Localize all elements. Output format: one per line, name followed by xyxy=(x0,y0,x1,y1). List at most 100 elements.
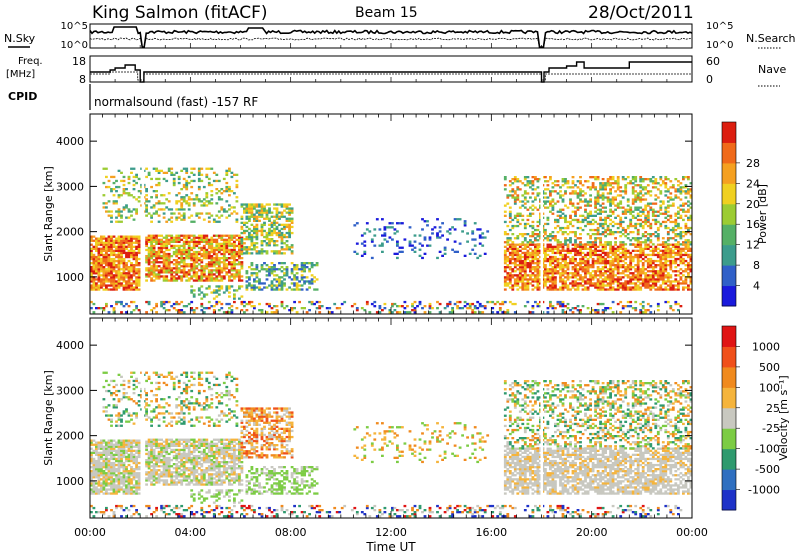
power-cell xyxy=(654,194,658,197)
power-cell xyxy=(423,305,427,308)
power-cell xyxy=(270,211,274,214)
power-cell xyxy=(549,239,552,242)
power-cell xyxy=(571,204,575,207)
power-cell xyxy=(110,259,113,263)
power-cell xyxy=(581,194,585,197)
power-cell xyxy=(523,243,527,246)
power-cell xyxy=(165,259,169,262)
power-cell xyxy=(155,252,158,256)
power-cell xyxy=(202,295,206,298)
power-cell xyxy=(596,222,600,226)
power-cell xyxy=(245,235,249,239)
power-cell xyxy=(554,264,557,267)
power-cell xyxy=(130,243,133,246)
power-cell xyxy=(202,218,206,221)
power-cell xyxy=(150,267,153,270)
power-cell xyxy=(228,263,231,266)
power-cell xyxy=(207,263,211,266)
velocity-cell xyxy=(92,474,96,477)
power-cell xyxy=(288,231,291,235)
power-cell xyxy=(212,252,216,256)
power-cell xyxy=(192,257,196,260)
power-cell xyxy=(370,256,374,260)
power-cell xyxy=(152,244,156,248)
power-cell xyxy=(551,307,555,310)
power-cell xyxy=(634,222,638,226)
power-cell xyxy=(621,243,625,246)
power-cell xyxy=(569,214,572,217)
power-cell xyxy=(569,288,572,291)
power-cell xyxy=(594,176,597,179)
power-cell xyxy=(268,270,271,273)
power-cell xyxy=(546,243,550,246)
power-cell xyxy=(192,236,196,239)
power-cell xyxy=(596,262,600,265)
power-cell xyxy=(192,220,196,223)
power-cell xyxy=(215,259,219,262)
power-cell xyxy=(644,274,648,277)
power-cell xyxy=(228,185,231,189)
power-cell xyxy=(486,230,490,233)
power-cell xyxy=(105,276,108,279)
power-cell xyxy=(614,216,617,219)
power-cell xyxy=(523,245,527,248)
power-cell xyxy=(689,280,693,283)
power-cell xyxy=(388,222,392,225)
power-cell xyxy=(112,268,116,271)
power-cell xyxy=(205,238,209,241)
power-cell xyxy=(556,243,560,246)
power-cell xyxy=(280,262,284,265)
power-cell xyxy=(636,208,640,211)
power-cell xyxy=(659,178,663,181)
power-cell xyxy=(110,245,113,248)
power-cell xyxy=(501,300,505,304)
power-cell xyxy=(666,259,670,263)
power-cell xyxy=(278,217,281,220)
power-cell xyxy=(629,288,633,291)
power-cell xyxy=(263,250,266,253)
power-cell xyxy=(576,186,580,189)
power-cell xyxy=(177,244,181,248)
power-cell xyxy=(115,286,118,289)
power-cell xyxy=(431,232,434,235)
power-cell xyxy=(544,200,547,203)
power-cell xyxy=(107,249,111,252)
power-cell xyxy=(280,240,284,243)
power-cell xyxy=(233,234,236,237)
power-cell xyxy=(659,208,663,211)
power-cell xyxy=(626,237,630,240)
power-cell xyxy=(233,273,236,276)
power-cell xyxy=(127,255,131,259)
power-cell xyxy=(205,265,209,268)
power-cell xyxy=(381,250,384,253)
power-cell xyxy=(654,247,658,250)
power-cell xyxy=(228,271,231,274)
power-cell xyxy=(210,271,214,274)
power-cell xyxy=(599,186,602,189)
power-cell xyxy=(674,288,678,291)
power-cell xyxy=(212,246,216,250)
power-cell xyxy=(197,246,201,250)
power-cell xyxy=(132,188,136,191)
power-cell xyxy=(298,268,301,271)
power-cell xyxy=(591,249,595,252)
power-cell xyxy=(523,190,527,193)
power-cell xyxy=(634,284,638,287)
power-cell xyxy=(115,272,118,275)
power-cell xyxy=(654,220,658,224)
power-cell xyxy=(205,287,209,290)
power-cell xyxy=(217,210,221,213)
power-cell xyxy=(233,289,236,292)
power-cell xyxy=(521,278,525,281)
power-cell xyxy=(177,240,181,243)
power-cell xyxy=(511,233,515,236)
power-cell xyxy=(621,284,625,287)
power-cell xyxy=(609,202,612,205)
power-cell xyxy=(192,179,196,183)
power-cell xyxy=(288,233,291,237)
power-cell xyxy=(599,239,602,242)
power-cell xyxy=(273,215,276,218)
power-cell xyxy=(594,198,597,201)
power-cell xyxy=(629,220,633,224)
power-cell xyxy=(666,255,670,259)
